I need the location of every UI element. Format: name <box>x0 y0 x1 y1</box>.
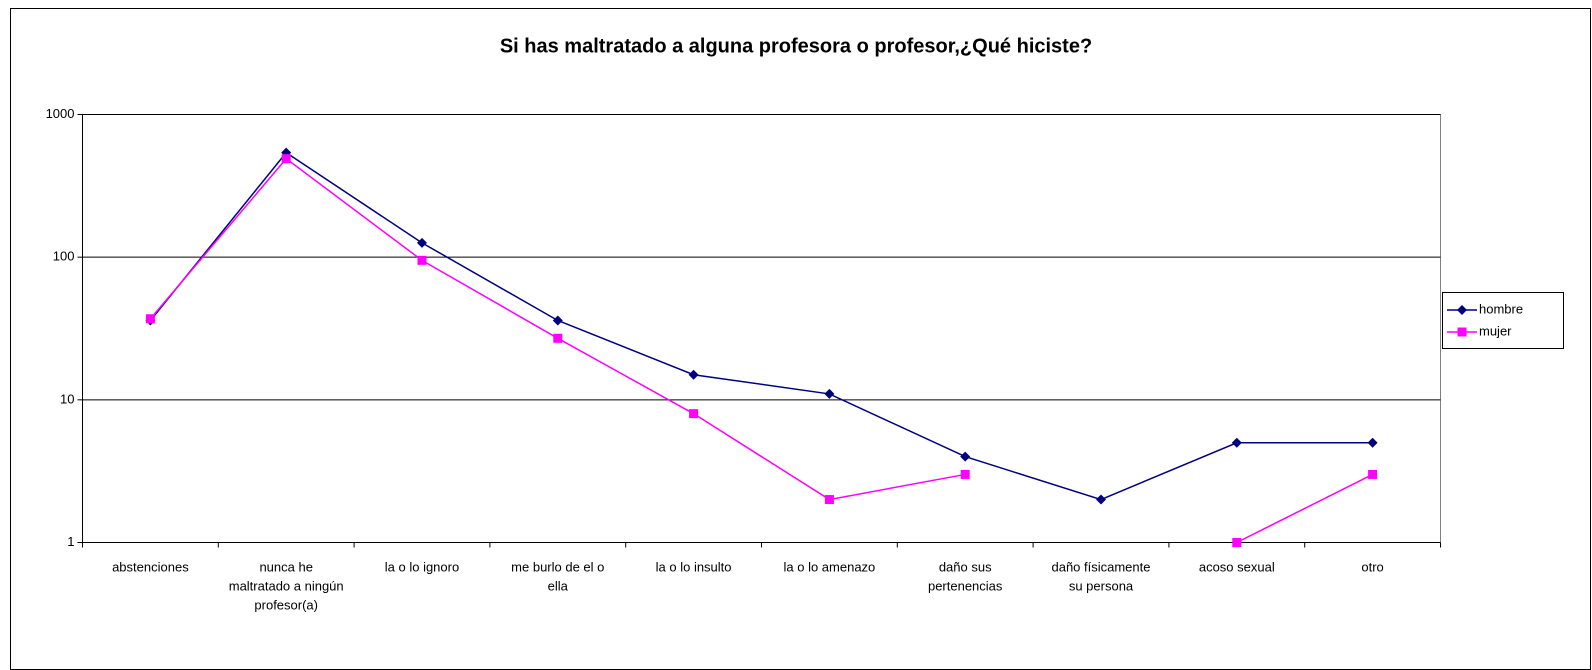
marker <box>689 409 699 419</box>
y-tick-label: 1 <box>67 534 74 549</box>
legend-marker <box>1457 305 1467 315</box>
x-tick-label: daño sus pertenencias <box>928 560 1003 594</box>
x-tick-label: la o lo ignoro <box>385 560 459 575</box>
plot-area <box>82 114 1441 543</box>
label-line: me burlo de el o <box>511 560 604 575</box>
marker <box>688 369 699 380</box>
marker <box>281 154 291 164</box>
marker <box>1368 469 1378 479</box>
marker <box>145 314 155 324</box>
x-tick-label: acoso sexual <box>1199 560 1275 575</box>
legend-label: mujer <box>1479 323 1512 338</box>
label-line: daño físicamente <box>1051 560 1150 575</box>
y-tick-label: 100 <box>53 249 75 264</box>
label-line: ella <box>548 579 569 594</box>
label-line: la o lo ignoro <box>385 560 459 575</box>
x-tick-label: abstenciones <box>112 560 189 575</box>
x-tick-label: nunca he maltratado a ningún profesor(a) <box>229 560 344 613</box>
marker <box>824 388 835 399</box>
marker <box>1231 437 1242 448</box>
series-line <box>149 151 1373 501</box>
label-line: la o lo insulto <box>656 560 732 575</box>
legend-label: hombre <box>1479 301 1523 316</box>
x-tick-label: la o lo amenazo <box>784 560 876 575</box>
x-tick-label: otro <box>1361 560 1383 575</box>
marker <box>553 333 563 343</box>
marker <box>824 495 834 505</box>
label-line: daño sus <box>939 560 992 575</box>
x-tick-label: me burlo de el o ella <box>511 560 604 594</box>
marker <box>1096 494 1106 505</box>
marker <box>552 315 563 326</box>
label-line: pertenencias <box>928 579 1003 594</box>
label-line: su persona <box>1069 579 1134 594</box>
label-line: maltratado a ningún <box>229 579 344 594</box>
label-line: acoso sexual <box>1199 560 1275 575</box>
marker <box>960 451 971 462</box>
label-line: abstenciones <box>112 560 189 575</box>
marker <box>1367 437 1378 448</box>
legend-box <box>1442 292 1564 349</box>
marker <box>417 237 427 248</box>
marker <box>417 255 427 265</box>
chart-title: Si has maltratado a alguna profesora o p… <box>500 35 1092 57</box>
legend-marker <box>1457 327 1467 337</box>
x-tick-label: daño físicamente su persona <box>1051 560 1150 594</box>
label-line: profesor(a) <box>254 598 318 613</box>
marker <box>960 469 970 479</box>
label-line: nunca he <box>259 560 313 575</box>
label-line: la o lo amenazo <box>784 560 876 575</box>
label-line: otro <box>1361 560 1383 575</box>
x-tick-label: la o lo insulto <box>656 560 732 575</box>
marker <box>1232 538 1242 547</box>
y-tick-label: 10 <box>60 391 74 406</box>
y-tick-label: 1000 <box>46 106 75 121</box>
